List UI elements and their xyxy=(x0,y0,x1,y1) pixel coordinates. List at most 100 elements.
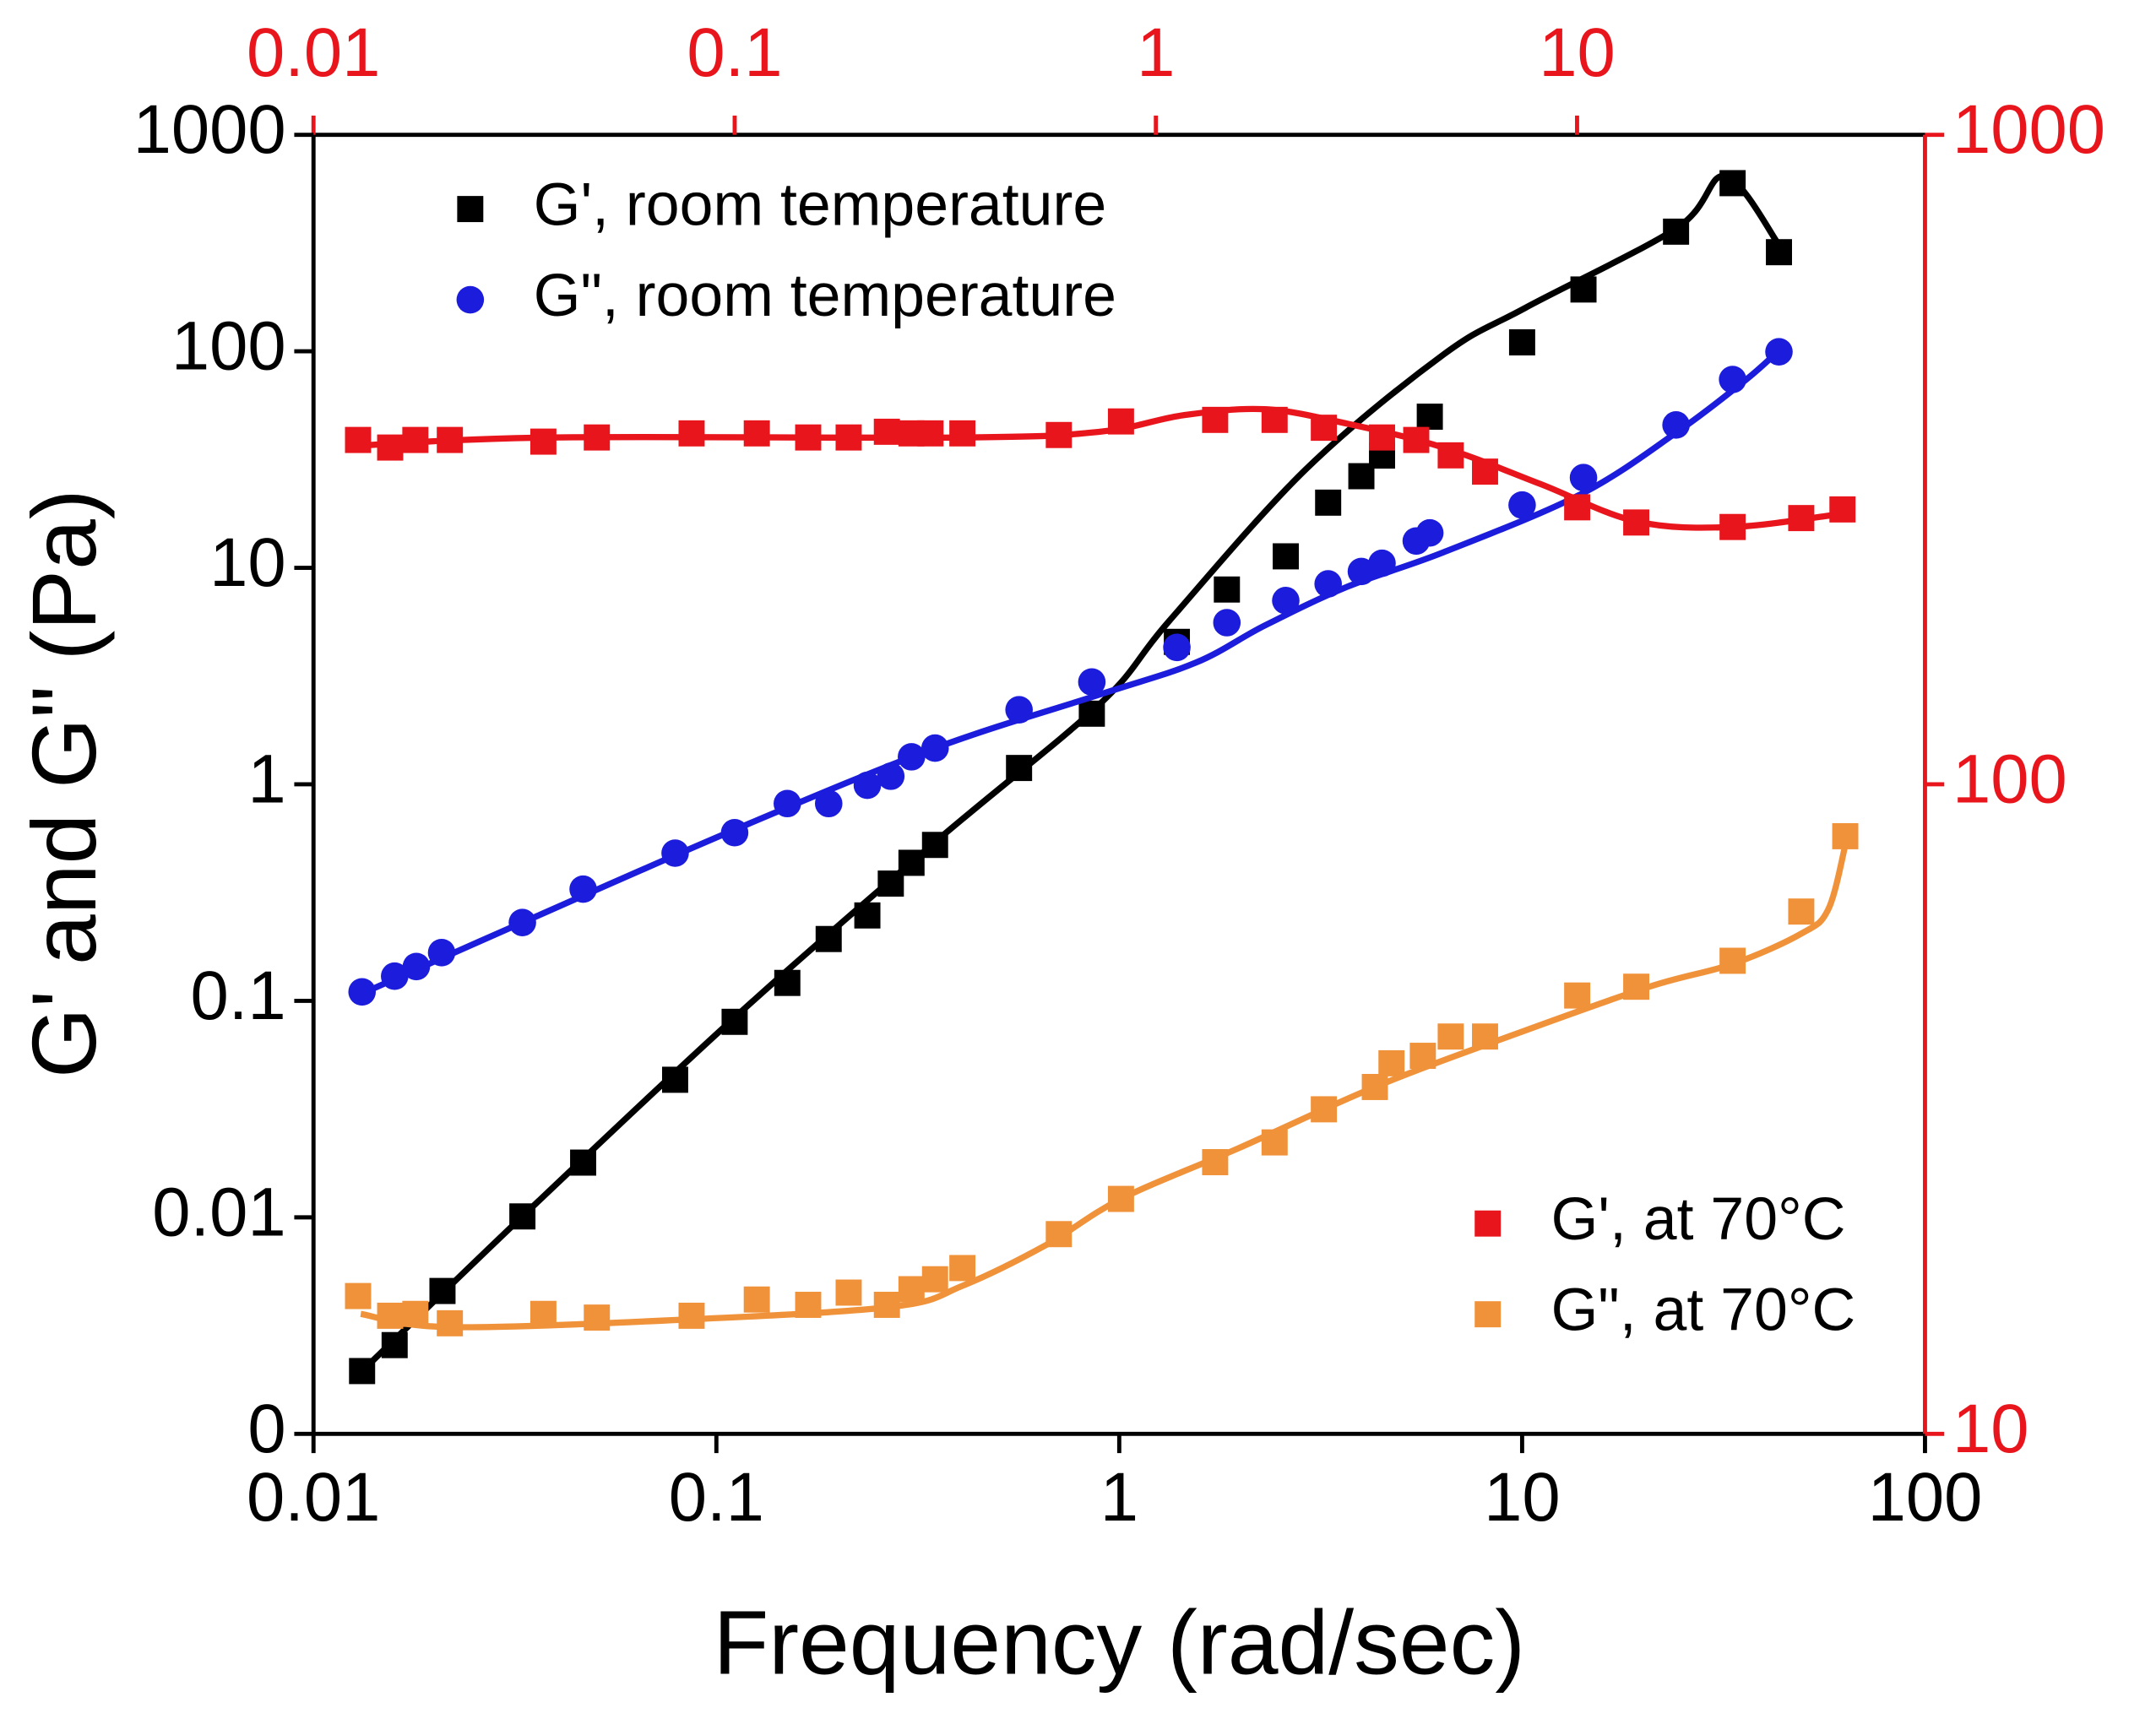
y-tick-label: 1000 xyxy=(133,91,286,168)
point xyxy=(898,849,925,876)
legend-label: G", room temperature xyxy=(534,262,1116,329)
point xyxy=(377,434,404,461)
point xyxy=(1311,415,1338,442)
point xyxy=(402,952,431,981)
y-axis-label: G' and G" (Pa) xyxy=(14,489,115,1078)
point xyxy=(853,771,882,800)
point xyxy=(1623,509,1650,536)
point xyxy=(835,424,862,451)
x2-tick-label: 0.1 xyxy=(687,14,782,91)
point xyxy=(529,1300,557,1327)
y2-tick-label: 100 xyxy=(1952,740,2067,817)
point xyxy=(1415,518,1444,547)
y-tick-label: 1 xyxy=(247,740,285,817)
point xyxy=(678,1302,705,1329)
point xyxy=(1437,1023,1464,1050)
point xyxy=(1347,557,1376,586)
point xyxy=(1623,973,1650,1000)
point xyxy=(1202,1149,1229,1175)
x-tick-label: 10 xyxy=(1484,1459,1561,1536)
x2-tick-label: 0.01 xyxy=(247,14,380,91)
point xyxy=(509,1203,536,1230)
point xyxy=(570,1149,596,1176)
fit-line xyxy=(360,172,1784,1374)
point xyxy=(1719,947,1746,974)
point xyxy=(584,1304,611,1331)
y-tick-label: 100 xyxy=(171,308,286,385)
point xyxy=(835,1279,862,1306)
point xyxy=(921,1266,948,1293)
point xyxy=(1078,700,1105,727)
point xyxy=(1369,424,1395,451)
point xyxy=(1472,458,1498,485)
x-tick-label: 0.01 xyxy=(247,1459,380,1536)
point xyxy=(1569,464,1598,491)
point xyxy=(814,789,843,818)
point xyxy=(349,1358,376,1385)
point xyxy=(1570,276,1597,303)
point xyxy=(569,875,597,903)
point xyxy=(720,818,749,847)
point xyxy=(1403,426,1430,453)
point xyxy=(1273,543,1299,570)
point xyxy=(1472,1023,1498,1050)
point xyxy=(815,925,842,952)
point xyxy=(1163,633,1191,662)
point xyxy=(949,1255,976,1282)
point xyxy=(795,424,822,451)
point xyxy=(377,1302,404,1329)
point xyxy=(949,420,976,447)
point xyxy=(1272,587,1300,615)
legend-marker xyxy=(457,196,484,223)
point xyxy=(381,1331,408,1358)
point xyxy=(345,426,372,453)
point xyxy=(1107,1185,1134,1212)
point xyxy=(774,969,801,996)
point xyxy=(678,420,705,447)
point xyxy=(1719,170,1746,197)
legend-label: G', at 70°C xyxy=(1551,1185,1846,1253)
point xyxy=(1508,329,1535,355)
point xyxy=(437,1309,464,1336)
point xyxy=(1005,696,1033,724)
point xyxy=(1045,1221,1073,1248)
point xyxy=(1214,576,1241,603)
point xyxy=(1078,668,1106,697)
point xyxy=(1202,406,1229,433)
point xyxy=(402,426,429,453)
x-axis-label: Frequency (rad/sec) xyxy=(714,1591,1525,1693)
y2-tick-label: 1000 xyxy=(1952,91,2105,168)
point xyxy=(1766,239,1792,266)
point xyxy=(1564,494,1591,521)
y-tick-label: 0.01 xyxy=(152,1174,285,1250)
point xyxy=(402,1300,429,1327)
x-tick-label: 100 xyxy=(1868,1459,1983,1536)
point xyxy=(743,420,770,447)
point xyxy=(348,978,377,1006)
legend-label: G', room temperature xyxy=(534,171,1106,239)
point xyxy=(1378,1049,1405,1076)
legend-marker xyxy=(456,285,485,314)
point xyxy=(873,1292,900,1318)
point xyxy=(1213,609,1241,637)
point xyxy=(1006,755,1033,782)
point xyxy=(721,1008,748,1035)
x2-tick-label: 1 xyxy=(1137,14,1175,91)
point xyxy=(1315,489,1342,516)
point xyxy=(917,420,944,447)
fit-line xyxy=(352,346,1784,1000)
point xyxy=(898,743,926,771)
point xyxy=(873,418,900,445)
x2-tick-label: 10 xyxy=(1539,14,1616,91)
point xyxy=(921,734,949,762)
point xyxy=(1261,406,1288,433)
point xyxy=(437,426,464,453)
point xyxy=(661,1066,688,1093)
point xyxy=(381,962,409,990)
point xyxy=(1719,513,1746,540)
point xyxy=(529,428,557,455)
point xyxy=(1508,491,1536,519)
y-tick-label: 0.1 xyxy=(191,957,286,1034)
